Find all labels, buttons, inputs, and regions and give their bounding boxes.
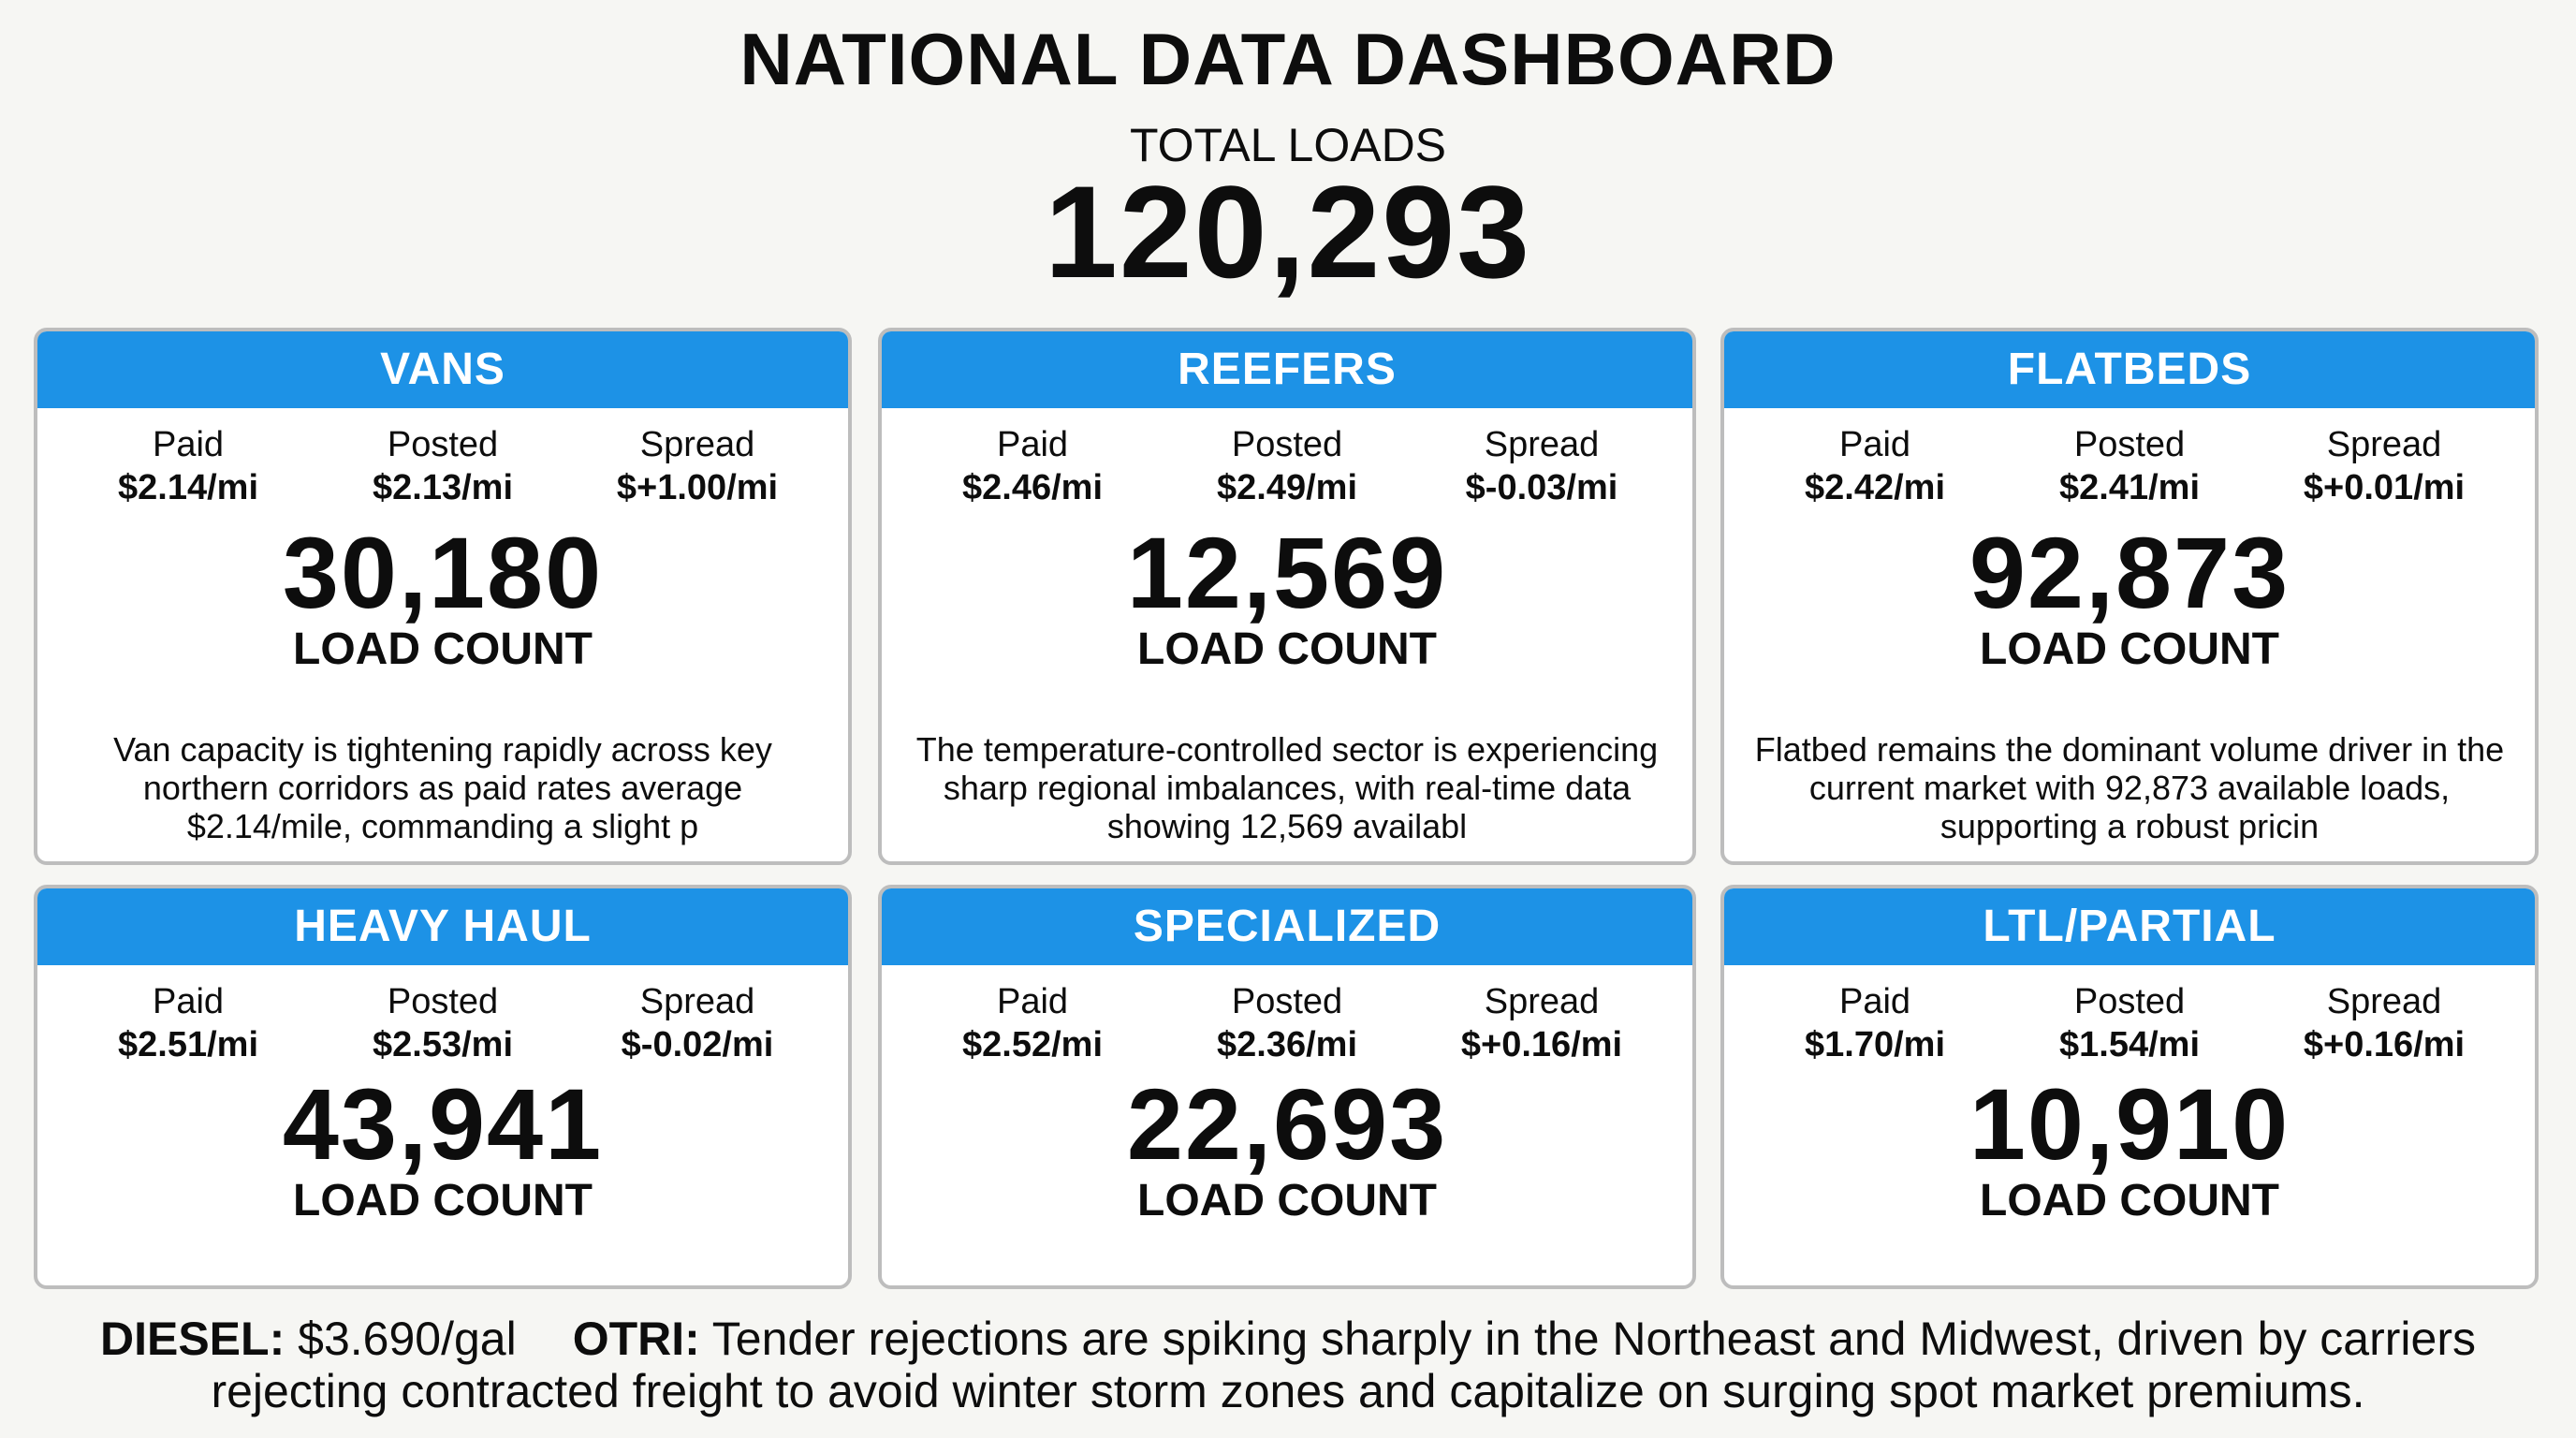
spread-value: $+0.01/mi: [2303, 468, 2466, 507]
card-title: HEAVY HAUL: [37, 888, 848, 965]
total-loads-label: TOTAL LOADS: [1129, 119, 1447, 171]
posted-label: Posted: [387, 982, 499, 1021]
spread-metric: Spread $-0.02/mi: [580, 980, 814, 1066]
load-count-label: LOAD COUNT: [1980, 624, 2279, 674]
spread-value: $-0.03/mi: [1465, 468, 1618, 507]
metrics-row: Paid $2.42/mi Posted $2.41/mi Spread $+0…: [1724, 423, 2535, 509]
load-count-value: 43,941: [282, 1067, 604, 1181]
diesel-value: $3.690/gal: [298, 1313, 517, 1365]
spread-label: Spread: [2326, 982, 2442, 1021]
spread-label: Spread: [1484, 982, 1600, 1021]
posted-label: Posted: [1231, 982, 1343, 1021]
paid-value: $2.42/mi: [1805, 468, 1945, 507]
load-count-value: 30,180: [282, 516, 604, 629]
load-count-label: LOAD COUNT: [293, 624, 593, 674]
footer-market-notes: DIESEL: $3.690/gal OTRI: Tender rejection…: [56, 1313, 2520, 1417]
paid-label: Paid: [152, 982, 225, 1021]
paid-value: $2.52/mi: [962, 1025, 1103, 1064]
paid-metric: Paid $2.46/mi: [915, 423, 1149, 509]
posted-metric: Posted $1.54/mi: [2012, 980, 2247, 1066]
total-loads-value: 120,293: [1044, 158, 1532, 305]
otri-text: Tender rejections are spiking sharply in…: [211, 1313, 2476, 1417]
load-count-label: LOAD COUNT: [1137, 624, 1437, 674]
spread-value: $+0.16/mi: [1460, 1025, 1623, 1064]
paid-metric: Paid $2.52/mi: [915, 980, 1149, 1066]
posted-value: $2.53/mi: [373, 1025, 513, 1064]
spread-value: $+0.16/mi: [2303, 1025, 2466, 1064]
load-count-label: LOAD COUNT: [293, 1176, 593, 1225]
spread-metric: Spread $+0.01/mi: [2267, 423, 2501, 509]
card-title: SPECIALIZED: [882, 888, 1692, 965]
card-description: Flatbed remains the dominant volume driv…: [1754, 730, 2505, 845]
posted-label: Posted: [387, 425, 499, 464]
load-count-value: 92,873: [1969, 516, 2291, 629]
posted-label: Posted: [2073, 982, 2186, 1021]
metrics-row: Paid $2.51/mi Posted $2.53/mi Spread $-0…: [37, 980, 848, 1066]
posted-metric: Posted $2.41/mi: [2012, 423, 2247, 509]
metrics-row: Paid $2.52/mi Posted $2.36/mi Spread $+0…: [882, 980, 1692, 1066]
card-description: The temperature-controlled sector is exp…: [915, 730, 1659, 845]
card-title: FLATBEDS: [1724, 331, 2535, 408]
posted-metric: Posted $2.36/mi: [1170, 980, 1404, 1066]
dashboard-title: NATIONAL DATA DASHBOARD: [739, 18, 1837, 100]
spread-label: Spread: [2326, 425, 2442, 464]
load-count-label: LOAD COUNT: [1980, 1176, 2279, 1225]
metrics-row: Paid $1.70/mi Posted $1.54/mi Spread $+0…: [1724, 980, 2535, 1066]
card-specialized: SPECIALIZED Paid $2.52/mi Posted $2.36/m…: [878, 885, 1696, 1289]
posted-metric: Posted $2.53/mi: [326, 980, 560, 1066]
spread-label: Spread: [639, 425, 755, 464]
paid-value: $2.14/mi: [118, 468, 258, 507]
card-title: VANS: [37, 331, 848, 408]
posted-value: $1.54/mi: [2059, 1025, 2200, 1064]
posted-metric: Posted $2.49/mi: [1170, 423, 1404, 509]
card-flatbeds: FLATBEDS Paid $2.42/mi Posted $2.41/mi S…: [1720, 328, 2539, 865]
spread-metric: Spread $+0.16/mi: [1425, 980, 1659, 1066]
card-ltl-partial: LTL/PARTIAL Paid $1.70/mi Posted $1.54/m…: [1720, 885, 2539, 1289]
posted-label: Posted: [1231, 425, 1343, 464]
diesel-label: DIESEL:: [99, 1313, 285, 1365]
spread-metric: Spread $+0.16/mi: [2267, 980, 2501, 1066]
metrics-row: Paid $2.46/mi Posted $2.49/mi Spread $-0…: [882, 423, 1692, 509]
load-count-value: 22,693: [1126, 1067, 1448, 1181]
spread-value: $-0.02/mi: [621, 1025, 774, 1064]
paid-label: Paid: [996, 425, 1069, 464]
spread-metric: Spread $-0.03/mi: [1425, 423, 1659, 509]
paid-label: Paid: [1838, 982, 1911, 1021]
metrics-row: Paid $2.14/mi Posted $2.13/mi Spread $+1…: [37, 423, 848, 509]
posted-value: $2.41/mi: [2059, 468, 2200, 507]
posted-metric: Posted $2.13/mi: [326, 423, 560, 509]
paid-metric: Paid $2.14/mi: [71, 423, 305, 509]
paid-label: Paid: [1838, 425, 1911, 464]
otri-label: OTRI:: [572, 1313, 700, 1365]
card-reefers: REEFERS Paid $2.46/mi Posted $2.49/mi Sp…: [878, 328, 1696, 865]
load-count-label: LOAD COUNT: [1137, 1176, 1437, 1225]
paid-metric: Paid $2.42/mi: [1758, 423, 1992, 509]
card-description: Van capacity is tightening rapidly acros…: [113, 730, 772, 845]
posted-value: $2.49/mi: [1217, 468, 1357, 507]
paid-metric: Paid $1.70/mi: [1758, 980, 1992, 1066]
posted-value: $2.13/mi: [373, 468, 513, 507]
spread-value: $+1.00/mi: [616, 468, 779, 507]
spread-label: Spread: [1484, 425, 1600, 464]
paid-label: Paid: [996, 982, 1069, 1021]
paid-metric: Paid $2.51/mi: [71, 980, 305, 1066]
spread-label: Spread: [639, 982, 755, 1021]
load-count-value: 12,569: [1126, 516, 1448, 629]
posted-label: Posted: [2073, 425, 2186, 464]
paid-value: $1.70/mi: [1805, 1025, 1945, 1064]
load-count-value: 10,910: [1969, 1067, 2291, 1181]
paid-value: $2.51/mi: [118, 1025, 258, 1064]
paid-value: $2.46/mi: [962, 468, 1103, 507]
card-vans: VANS Paid $2.14/mi Posted $2.13/mi Sprea…: [34, 328, 852, 865]
paid-label: Paid: [152, 425, 225, 464]
card-title: REEFERS: [882, 331, 1692, 408]
spread-metric: Spread $+1.00/mi: [580, 423, 814, 509]
posted-value: $2.36/mi: [1217, 1025, 1357, 1064]
card-title: LTL/PARTIAL: [1724, 888, 2535, 965]
card-heavy-haul: HEAVY HAUL Paid $2.51/mi Posted $2.53/mi…: [34, 885, 852, 1289]
